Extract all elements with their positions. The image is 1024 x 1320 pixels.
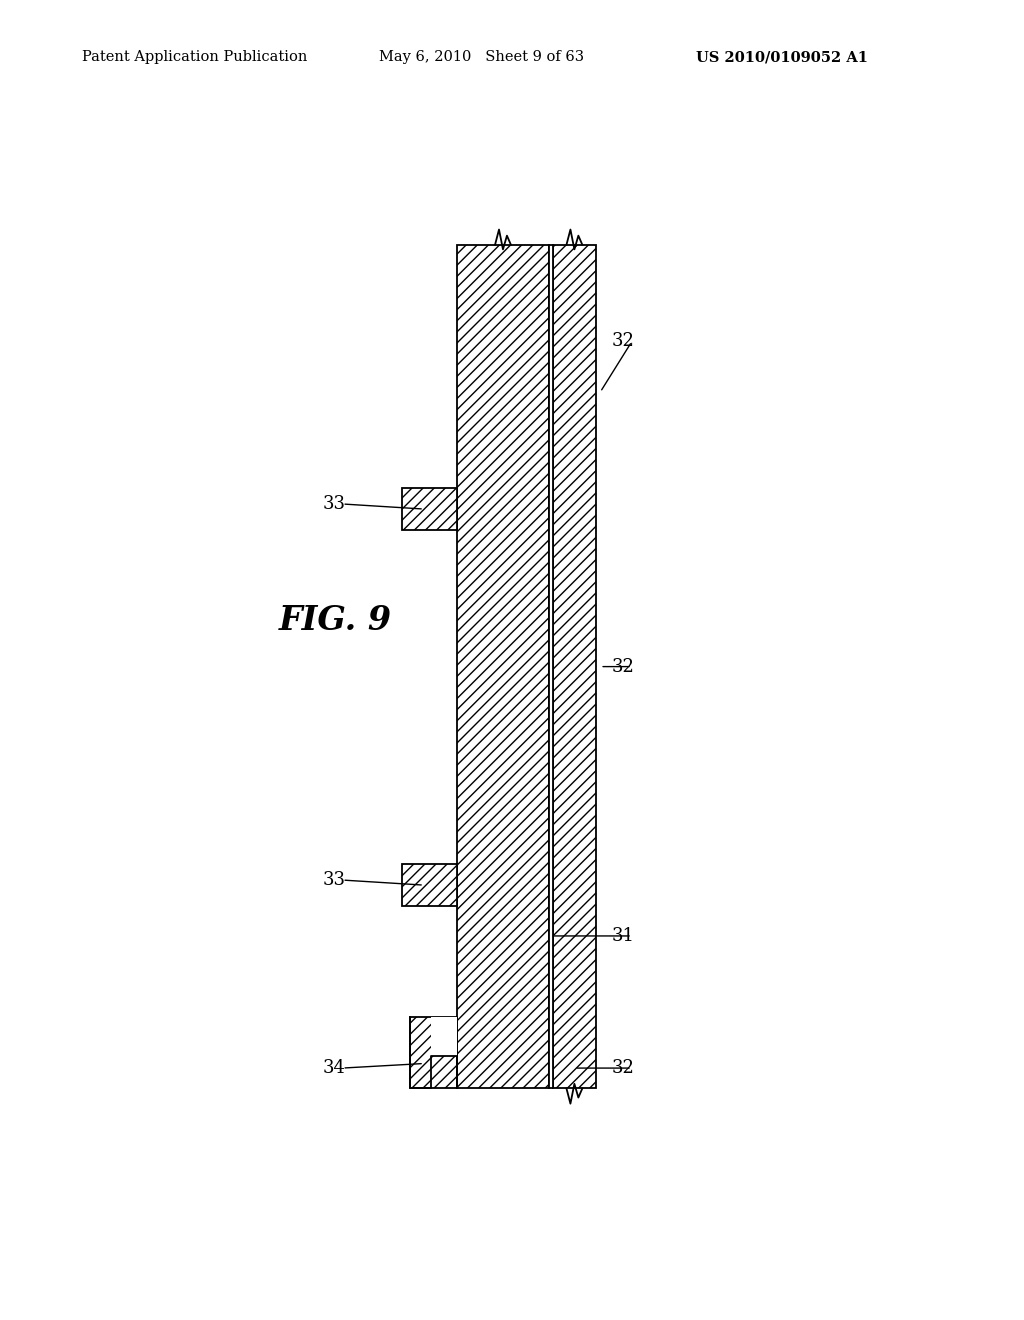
Bar [549, 244, 553, 1089]
Bar [401, 863, 458, 907]
Text: 33: 33 [323, 871, 345, 890]
Bar [431, 1018, 458, 1056]
Text: 34: 34 [323, 1059, 345, 1077]
Text: 31: 31 [612, 927, 635, 945]
Bar [553, 244, 596, 1089]
Text: US 2010/0109052 A1: US 2010/0109052 A1 [696, 50, 868, 65]
Text: 32: 32 [612, 1059, 635, 1077]
Bar [458, 244, 549, 1089]
Text: 33: 33 [323, 495, 345, 513]
Bar [401, 487, 458, 531]
Text: 32: 32 [612, 333, 635, 350]
Text: May 6, 2010   Sheet 9 of 63: May 6, 2010 Sheet 9 of 63 [379, 50, 584, 65]
Text: FIG. 9: FIG. 9 [279, 605, 392, 638]
Text: 32: 32 [612, 657, 635, 676]
Text: Patent Application Publication: Patent Application Publication [82, 50, 307, 65]
Bar [410, 1018, 458, 1089]
